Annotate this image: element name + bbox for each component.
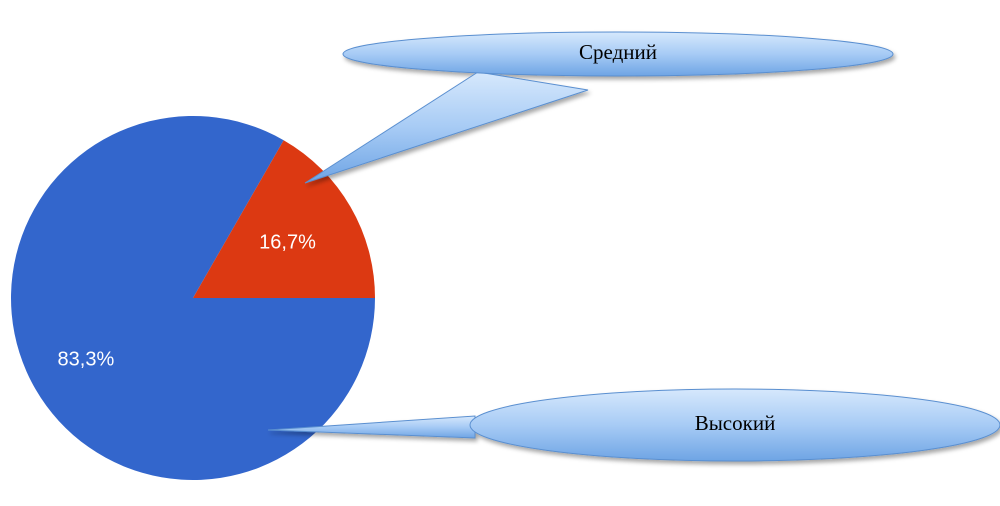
pie: 83,3% 16,7% (11, 115, 376, 481)
callout (267, 388, 1000, 462)
callout (304, 31, 894, 184)
callout-bubble (469, 388, 1000, 462)
callout-label: Средний (579, 40, 657, 64)
callout-tail (304, 71, 589, 184)
callout-bubble (342, 31, 894, 77)
slice-label: 16,7% (259, 232, 316, 254)
callout-label: Высокий (695, 411, 776, 435)
pie-slice (193, 140, 375, 298)
slice-label: 83,3% (58, 348, 115, 370)
